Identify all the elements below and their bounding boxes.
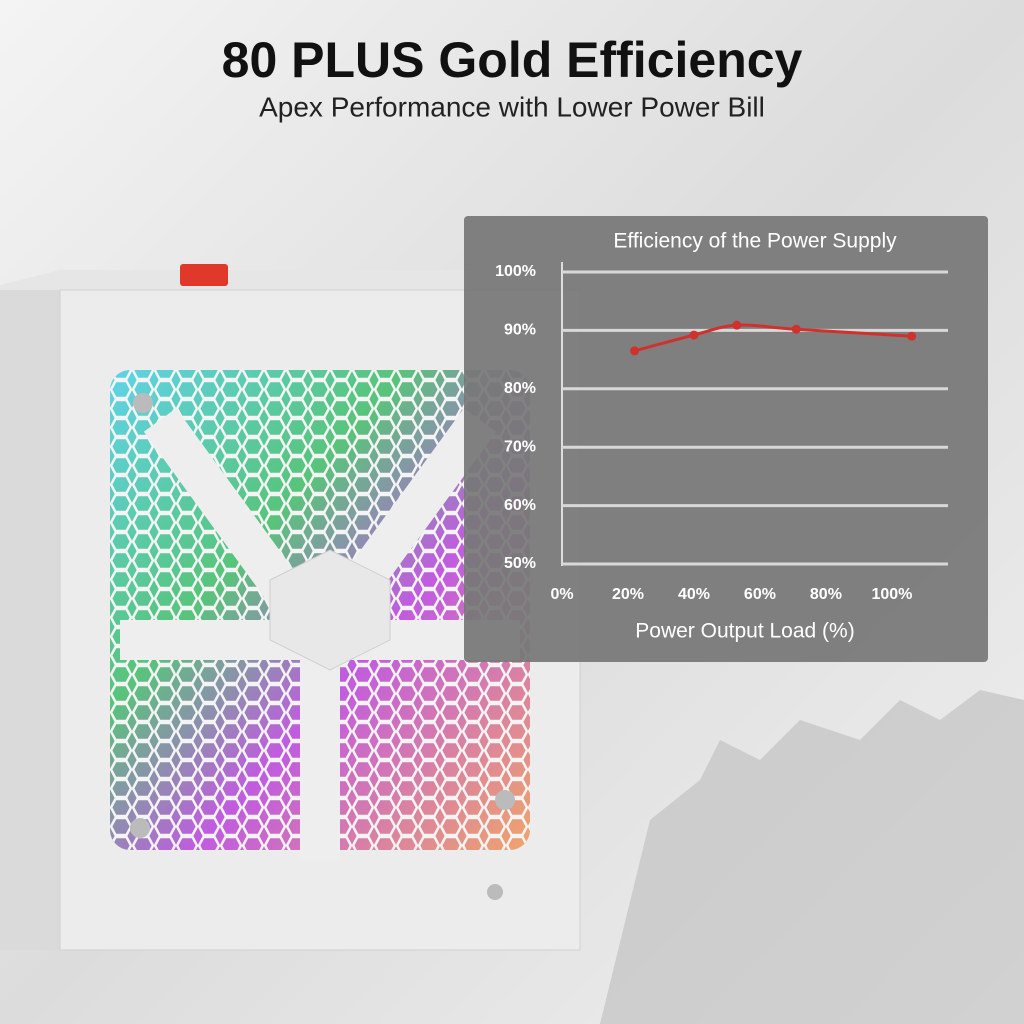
x-axis-label: Power Output Load (%) [635, 620, 854, 643]
x-tick-label: 0% [550, 586, 573, 603]
x-tick-label: 40% [678, 586, 710, 603]
castle-silhouette [600, 690, 1024, 1024]
x-tick-label: 60% [744, 586, 776, 603]
x-tick-label: 100% [871, 586, 912, 603]
chart-panel [464, 216, 988, 662]
point [630, 346, 640, 356]
chart-title: Efficiency of the Power Supply [613, 230, 897, 253]
y-tick-label: 80% [504, 380, 536, 397]
y-tick-label: 50% [504, 555, 536, 572]
x-tick-label: 80% [810, 586, 842, 603]
y-tick-label: 100% [495, 263, 536, 280]
page-title: 80 PLUS Gold Efficiency [222, 32, 803, 88]
point [907, 331, 917, 341]
page-subtitle: Apex Performance with Lower Power Bill [259, 91, 765, 122]
plot: 50% 60% 70% 80% 90% 100% 0% 20% 40% 60% 80% 100% [495, 263, 948, 603]
point [689, 330, 699, 340]
point [732, 320, 742, 330]
point [791, 324, 801, 334]
y-tick-label: 70% [504, 438, 536, 455]
y-tick-label: 60% [504, 497, 536, 514]
x-tick-label: 20% [612, 586, 644, 603]
y-tick-label: 90% [504, 322, 536, 339]
